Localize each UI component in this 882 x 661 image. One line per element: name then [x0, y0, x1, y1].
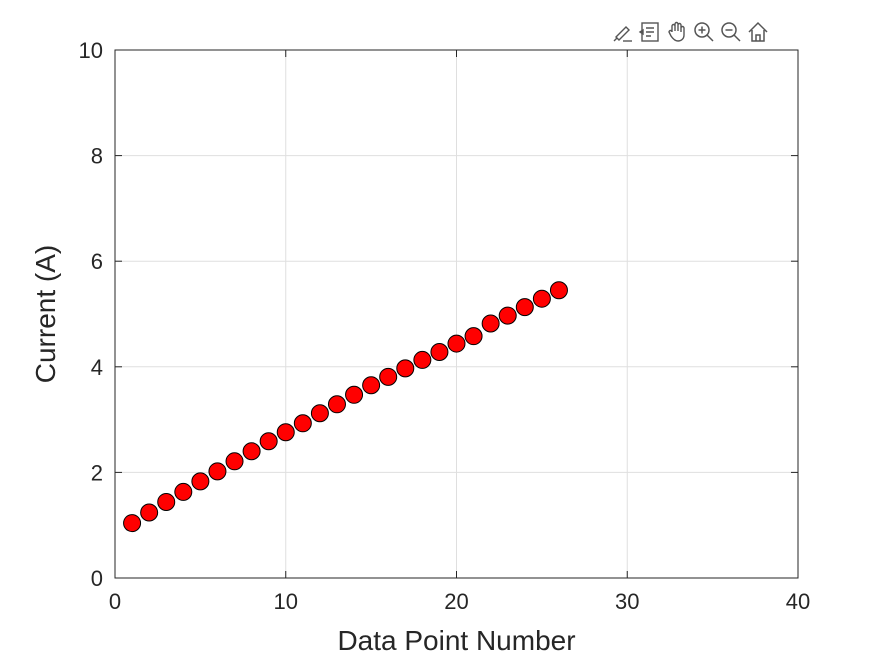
data-point [447, 334, 466, 353]
x-tick-label: 10 [274, 589, 298, 614]
y-tick-label: 8 [91, 144, 103, 169]
data-point [242, 442, 261, 461]
data-point [498, 306, 517, 325]
y-tick-label: 4 [91, 355, 103, 380]
data-point [396, 359, 415, 378]
data-point [464, 327, 483, 346]
y-tick-label: 0 [91, 566, 103, 591]
data-point [413, 350, 432, 369]
data-point [191, 472, 210, 491]
data-point [430, 343, 449, 362]
data-tips-icon[interactable] [637, 18, 663, 46]
data-point [225, 452, 244, 471]
data-point [123, 514, 142, 533]
zoom-out-icon[interactable] [718, 18, 744, 46]
data-point [174, 482, 193, 501]
axes-toolbar [610, 18, 771, 46]
data-point [515, 298, 534, 317]
data-point [362, 376, 381, 395]
data-point [208, 462, 227, 481]
x-tick-label: 0 [109, 589, 121, 614]
x-tick-label: 20 [444, 589, 468, 614]
data-point [293, 414, 312, 433]
data-point [259, 432, 278, 451]
axis-ticks: 0 10 20 30 40 0 2 4 6 8 10 [79, 38, 811, 614]
brush-icon[interactable] [610, 18, 636, 46]
data-points [123, 281, 568, 533]
data-point [345, 385, 364, 404]
data-point [379, 367, 398, 386]
data-point [481, 314, 500, 333]
data-point [140, 503, 159, 522]
x-axis-label: Data Point Number [337, 625, 575, 656]
y-tick-label: 6 [91, 249, 103, 274]
y-tick-label: 10 [79, 38, 103, 63]
x-tick-label: 30 [615, 589, 639, 614]
data-point [327, 395, 346, 414]
y-axis-label: Current (A) [30, 245, 61, 383]
x-tick-label: 40 [786, 589, 810, 614]
home-icon[interactable] [745, 18, 771, 46]
data-point [532, 289, 551, 308]
grid-lines [114, 49, 799, 579]
data-point [549, 281, 568, 300]
data-point [157, 492, 176, 511]
pan-icon[interactable] [664, 18, 690, 46]
data-point [310, 404, 329, 423]
y-tick-label: 2 [91, 460, 103, 485]
zoom-in-icon[interactable] [691, 18, 717, 46]
data-point [276, 423, 295, 442]
